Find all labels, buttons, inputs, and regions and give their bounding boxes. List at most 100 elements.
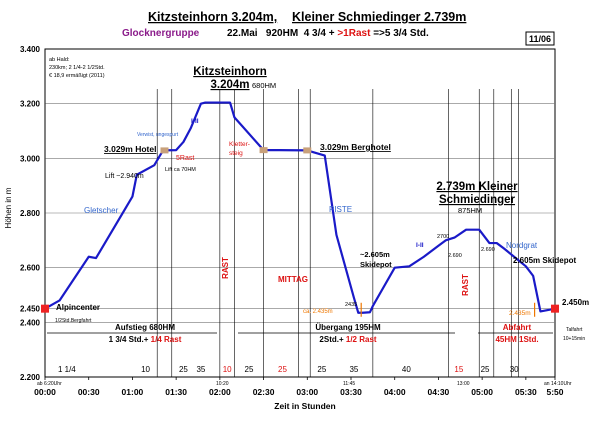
hotel-marker [160, 147, 169, 154]
segment1-rast: 1/4 Rast [151, 335, 182, 344]
duration-label: 15 [454, 365, 463, 374]
start-marker [41, 304, 49, 313]
x-tick-label: 03:00 [296, 387, 318, 397]
annot-lift-hm: Lift ca 70HM [165, 167, 196, 173]
end-marker [551, 304, 559, 313]
x-tick-label: 02:30 [253, 387, 275, 397]
berghotel-marker-1 [259, 147, 268, 154]
chart-title-part2: Kleiner Schmiedinger 2.739m [292, 10, 466, 24]
annot-talfahrt-min: 10+15min [563, 336, 585, 342]
segment2-time: 2Std.+ 1/2 Rast [319, 335, 376, 344]
annot-gletscher: Gletscher [84, 206, 119, 215]
duration-label: 25 [245, 365, 254, 374]
y-tick-label: 3.200 [20, 100, 41, 109]
segment2-time-text: 2Std.+ [319, 335, 345, 344]
x-tick-label: 02:00 [209, 387, 231, 397]
annot-2690a: 2.690 [448, 253, 462, 259]
annot-nordgrat: Nordgrat [506, 241, 538, 250]
peak2-sub: Schmiedinger [439, 194, 516, 206]
annot-5rast: 5Rast [176, 155, 194, 162]
annot-skidepot2: 2.605m Skidepot [513, 256, 576, 265]
subtitle-info-text: 22.Mai 920HM 4 3/4 + [227, 28, 337, 39]
annot-2435: 2435 [345, 302, 357, 308]
annot-2605: ~2.605m [360, 250, 390, 259]
y-tick-label: 2.800 [20, 209, 41, 218]
y-tick-label: 2.600 [20, 264, 41, 273]
annot-steig: steig [229, 150, 243, 157]
duration-label: 30 [510, 365, 519, 374]
peak2-hm: 875HM [458, 206, 482, 215]
grid-layer [45, 103, 555, 323]
duration-labels: 1 1/4 10 25 35 10 25 25 25 35 40 15 25 30 [58, 365, 519, 374]
x-tick-label: 03:30 [340, 387, 362, 397]
chart-title-part1: Kitzsteinhorn 3.204m, [148, 10, 277, 24]
markers [41, 147, 559, 317]
duration-label: 25 [481, 365, 490, 374]
peak2-name: 2.739m Kleiner [436, 181, 518, 193]
subtitle-group: Glocknergruppe [122, 28, 200, 39]
x-tick-label: 05:30 [515, 387, 537, 397]
y-tick-label: 2.400 [20, 318, 41, 327]
time-mark-end: an 14:10Uhr [544, 381, 572, 387]
duration-label: 25 [179, 365, 188, 374]
annot-alpincenter: Alpincenter [56, 303, 100, 312]
annot-ca2435: ca. 2.435m [303, 309, 333, 315]
annot-hotel: 3.029m Hotel [104, 144, 156, 154]
rast-label-1: RAST [221, 257, 230, 279]
duration-label: 25 [317, 365, 326, 374]
vertical-lines [44, 89, 519, 377]
x-tick-label: 00:30 [78, 387, 100, 397]
duration-label: 35 [349, 365, 358, 374]
peak1-height: 3.204m [210, 79, 249, 91]
y-axis-label: Höhen in m [4, 187, 13, 228]
annot-2690b: 2.690 [481, 247, 495, 253]
y-tick-label: 3.400 [20, 45, 41, 54]
segment3-title: Abfahrt [503, 323, 532, 332]
y-tick-label: 3.000 [20, 154, 41, 163]
duration-label: 25 [278, 365, 287, 374]
x-tick-label: 04:00 [384, 387, 406, 397]
x-tick-label: 05:00 [471, 387, 493, 397]
x-tick-label: 01:30 [165, 387, 187, 397]
annot-i-ii-2: I-II [416, 242, 424, 249]
segment3-time: 45HM 1Std. [495, 335, 538, 344]
badge-text: 11/06 [529, 34, 551, 44]
annot-skidepot1: Skidepot [360, 260, 392, 269]
x-tick-label: 5:50 [546, 387, 563, 397]
annot-talfahrt: Talfahrt [566, 327, 583, 333]
segment1-time-text: 1 3/4 Std.+ [109, 335, 151, 344]
rast-label-2: RAST [461, 274, 470, 296]
duration-label: 1 1/4 [58, 365, 76, 374]
axis-ticks: 2.200 2.400 2.450 2.600 2.800 3.000 3.200 3.400… [20, 45, 564, 397]
duration-label: 40 [402, 365, 411, 374]
y-tick-label: 2.450 [20, 305, 41, 314]
y-tick-label: 2.200 [20, 373, 41, 382]
annot-2700: 2700 [437, 234, 449, 240]
info-note-3: € 18,9 ermäßigt (2011) [49, 73, 105, 79]
annot-piste: PISTE [329, 205, 352, 214]
segment2-rast: 1/2 Rast [346, 335, 377, 344]
x-axis-label: Zeit in Stunden [274, 401, 335, 411]
x-tick-label: 00:00 [34, 387, 56, 397]
info-note-2: 230km; 2 1/4-2 1/2Std. [49, 65, 105, 71]
subtitle-end: =>5 3/4 Std. [370, 28, 429, 39]
subtitle-info: 22.Mai 920HM 4 3/4 + >1Rast =>5 3/4 Std. [227, 28, 429, 39]
segment2-title: Übergang 195HM [315, 323, 381, 332]
x-tick-label: 01:00 [122, 387, 144, 397]
time-mark-start: ab 6:20Uhr [37, 381, 62, 387]
peak1-name: Kitzsteinhorn [193, 66, 266, 78]
annot-bergfahrt: 1/2Std.Bergfahrt [55, 318, 92, 324]
annot-2435-end: 2.435m [509, 310, 531, 317]
annot-2450-end: 2.450m [562, 298, 589, 307]
info-note-1: ab Hald: [49, 57, 70, 63]
annot-i-ii-1: I-II [191, 118, 199, 125]
segment1-time: 1 3/4 Std.+ 1/4 Rast [109, 335, 182, 344]
time-mark-1145: 11:45 [343, 381, 355, 387]
duration-label: 10 [223, 365, 232, 374]
duration-label: 35 [196, 365, 205, 374]
annot-verwist: Verwist, ungespurt [137, 132, 179, 138]
annot-berghotel: 3.029m Berghotel [320, 142, 391, 152]
berghotel-marker-2 [303, 147, 312, 154]
duration-label: 10 [141, 365, 150, 374]
